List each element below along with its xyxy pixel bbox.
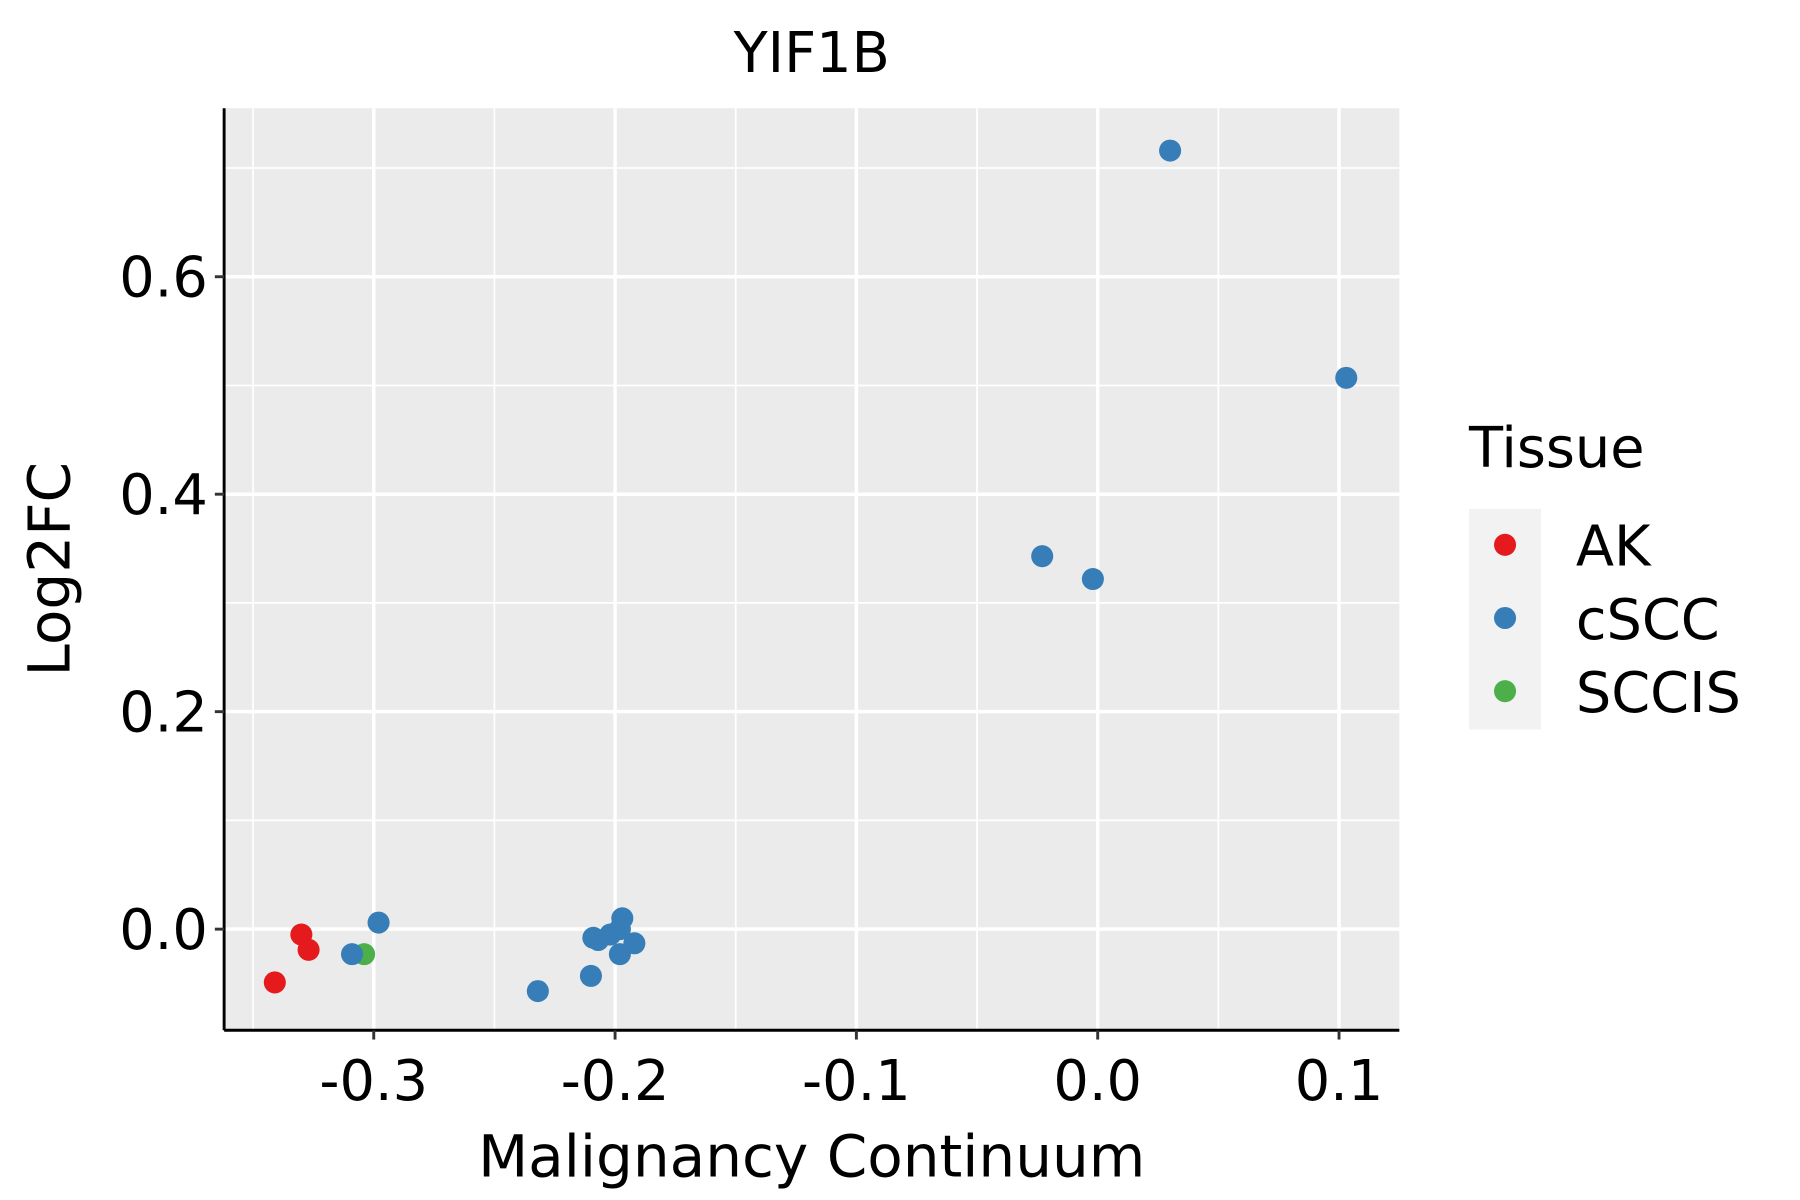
plot-panel (224, 108, 1400, 1031)
legend-label-ak: AK (1576, 515, 1652, 580)
legend: AK cSCC SCCIS (1494, 515, 1741, 726)
legend-key-ak (1494, 533, 1517, 556)
x-tick-label: -0.1 (802, 1049, 911, 1114)
point-cscc (340, 943, 364, 966)
point-cscc (526, 980, 549, 1003)
point-cscc (611, 907, 634, 930)
point-ak (297, 938, 320, 961)
x-axis-label: Malignancy Continuum (478, 1123, 1145, 1191)
point-cscc (579, 964, 602, 987)
point-cscc (1159, 139, 1182, 162)
data-points (263, 139, 1358, 1003)
y-tick-label: 0.2 (119, 680, 208, 745)
legend-key-sccis (1494, 680, 1517, 703)
legend-title: Tissue (1468, 416, 1645, 481)
point-cscc (1081, 567, 1104, 591)
point-ak (263, 971, 286, 994)
x-tick-label: -0.3 (319, 1049, 428, 1114)
y-tick-label: 0.6 (119, 245, 208, 310)
point-cscc (608, 943, 631, 966)
y-tick-label: 0.4 (119, 463, 208, 528)
chart-title: YIF1B (733, 21, 890, 86)
axis-ticks: 0.0 0.2 0.4 0.6 -0.3 -0.2 -0.1 0.0 0.1 (119, 245, 1383, 1113)
y-axis-label: Log2FC (16, 462, 84, 677)
legend-label-sccis: SCCIS (1576, 661, 1741, 726)
x-tick-label: -0.2 (561, 1049, 670, 1114)
point-cscc (1031, 545, 1054, 568)
x-tick-label: 0.1 (1295, 1049, 1384, 1114)
point-cscc (367, 911, 390, 934)
point-cscc (1335, 366, 1358, 389)
legend-label-cscc: cSCC (1576, 588, 1720, 653)
legend-key-cscc (1494, 606, 1517, 630)
y-tick-label: 0.0 (119, 898, 208, 963)
x-tick-label: 0.0 (1053, 1049, 1142, 1114)
